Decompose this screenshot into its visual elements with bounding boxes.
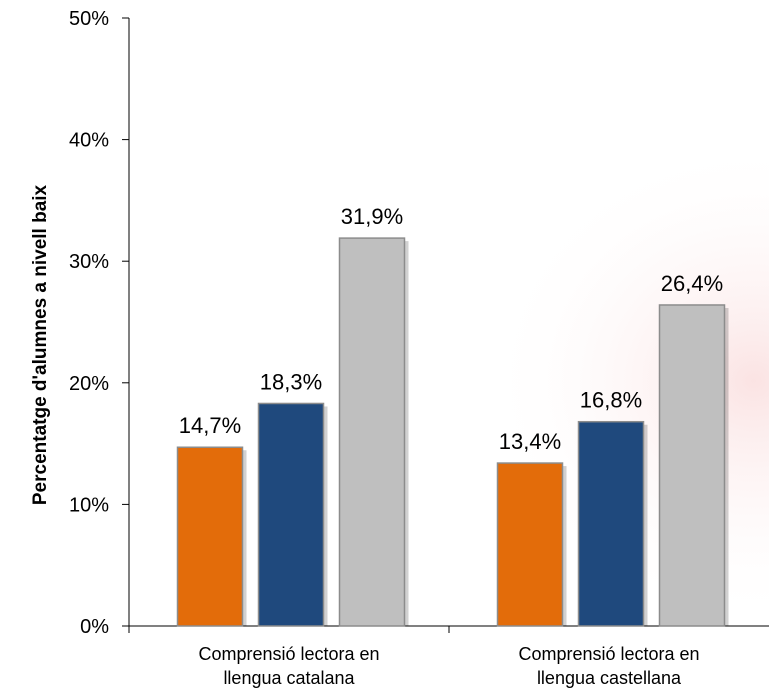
category-label: llengua catalana <box>223 668 355 688</box>
y-tick-label: 40% <box>69 130 109 152</box>
category-label: Comprensió lectora en <box>198 644 379 664</box>
bar-value-label: 16,8% <box>580 388 642 413</box>
y-tick-label: 0% <box>80 616 109 638</box>
category-labels: Comprensió lectora en llengua catalana Com… <box>198 644 699 688</box>
bar-value-label: 26,4% <box>661 271 723 296</box>
bar-value-label: 18,3% <box>260 369 322 394</box>
category-label: Comprensió lectora en <box>518 644 699 664</box>
bar-value-label: 14,7% <box>179 413 241 438</box>
y-tick-label: 50% <box>69 8 109 30</box>
y-tick-label: 30% <box>69 251 109 273</box>
bar <box>257 402 325 627</box>
bar <box>658 304 726 627</box>
category-label: llengua castellana <box>537 668 682 688</box>
bar <box>496 462 564 627</box>
bar <box>577 420 645 627</box>
y-tick-label: 20% <box>69 373 109 395</box>
bars <box>176 237 729 627</box>
y-axis-title: Percentatge d'alumnes a nivell baix <box>30 184 51 505</box>
bar-value-label: 13,4% <box>499 429 561 454</box>
bar <box>338 237 406 627</box>
bar-value-label: 31,9% <box>341 204 403 229</box>
y-tick-label: 10% <box>69 494 109 516</box>
value-labels: 14,7% 18,3% 31,9% 13,4% 16,8% 26,4% <box>179 204 723 454</box>
bar <box>176 446 244 627</box>
y-axis-ticks: 0% 10% 20% 30% 40% 50% <box>69 8 129 638</box>
